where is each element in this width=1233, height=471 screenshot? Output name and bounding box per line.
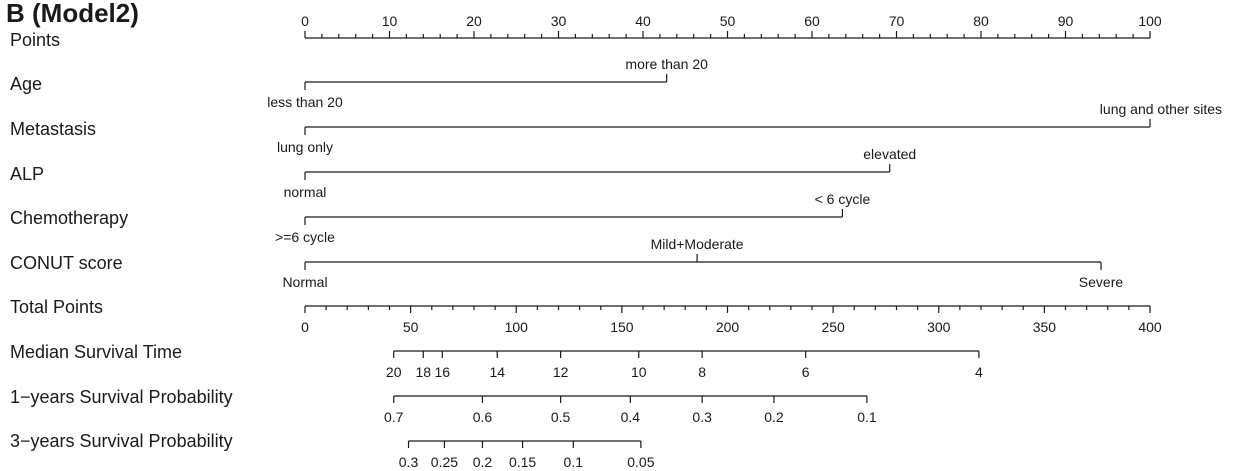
variable-chemotherapy: Chemotherapy >=6 cycle < 6 cycle <box>10 191 870 245</box>
variable-metastasis: Metastasis lung only lung and other sites <box>10 101 1222 155</box>
outcome-tick-label: 0.6 <box>473 409 493 425</box>
outcome-tick-label: 14 <box>489 364 505 380</box>
outcome-scale-1: 1−years Survival Probability 0.7 0.6 0.5 0.4… <box>10 387 877 425</box>
outcome-tick-label: 8 <box>698 364 706 380</box>
total-points-tick-label: 150 <box>610 319 634 335</box>
row-label-variable: Age <box>10 74 42 94</box>
variable-conut-score: CONUT score Normal Mild+Moderate Severe <box>10 236 1123 290</box>
row-label-total-points: Total Points <box>10 297 103 317</box>
points-tick-label: 60 <box>804 13 820 29</box>
level-label: lung and other sites <box>1100 101 1222 117</box>
points-tick-label: 100 <box>1138 13 1162 29</box>
points-tick-label: 80 <box>973 13 989 29</box>
outcome-tick-label: 0.5 <box>551 409 571 425</box>
outcome-tick-label: 4 <box>975 364 983 380</box>
outcome-tick-label: 10 <box>631 364 647 380</box>
variable-alp: ALP normal elevated <box>10 146 916 200</box>
total-points-tick-label: 400 <box>1138 319 1162 335</box>
level-label: elevated <box>863 146 916 162</box>
outcome-tick-label: 0.2 <box>473 454 493 470</box>
total-points-tick-label: 50 <box>403 319 419 335</box>
outcome-tick-label: 20 <box>386 364 402 380</box>
level-label: Normal <box>282 274 327 290</box>
level-label: < 6 cycle <box>815 191 871 207</box>
level-label: >=6 cycle <box>275 229 335 245</box>
points-tick-label: 20 <box>466 13 482 29</box>
points-tick-label: 30 <box>551 13 567 29</box>
outcome-tick-label: 0.1 <box>564 454 584 470</box>
row-label-variable: CONUT score <box>10 253 123 273</box>
row-label-variable: Metastasis <box>10 119 96 139</box>
total-points-tick-label: 100 <box>505 319 529 335</box>
total-points-tick-label: 200 <box>716 319 740 335</box>
total-points-tick-label: 250 <box>821 319 845 335</box>
chart-title: B (Model2) <box>6 0 139 28</box>
outcome-tick-label: 6 <box>802 364 810 380</box>
points-tick-label: 70 <box>889 13 905 29</box>
outcome-tick-label: 12 <box>553 364 569 380</box>
outcome-tick-label: 0.4 <box>621 409 641 425</box>
level-label: normal <box>284 184 327 200</box>
row-label-variable: Chemotherapy <box>10 208 128 228</box>
points-tick-label: 40 <box>635 13 651 29</box>
outcome-tick-label: 0.7 <box>384 409 404 425</box>
points-tick-label: 90 <box>1058 13 1074 29</box>
level-label: Severe <box>1079 274 1124 290</box>
points-scale: Points 0 10 20 30 40 50 60 70 80 90 100 <box>10 13 1162 50</box>
outcome-tick-label: 0.3 <box>399 454 419 470</box>
level-label: lung only <box>277 139 333 155</box>
outcome-tick-label: 0.05 <box>627 454 654 470</box>
points-tick-label: 50 <box>720 13 736 29</box>
row-label-variable: ALP <box>10 164 44 184</box>
total-points-tick-label: 300 <box>927 319 951 335</box>
row-label-points: Points <box>10 30 60 50</box>
level-label: more than 20 <box>625 56 708 72</box>
row-label-outcome: Median Survival Time <box>10 342 182 362</box>
total-points-tick-label: 0 <box>301 319 309 335</box>
variable-age: Age less than 20 more than 20 <box>10 56 708 110</box>
points-tick-label: 0 <box>301 13 309 29</box>
outcome-tick-label: 0.25 <box>431 454 458 470</box>
points-tick-label: 10 <box>382 13 398 29</box>
outcome-scale-2: 3−years Survival Probability 0.3 0.25 0.2 0.… <box>10 431 655 470</box>
outcome-tick-label: 0.3 <box>692 409 712 425</box>
outcome-tick-label: 16 <box>435 364 451 380</box>
level-label: Mild+Moderate <box>651 236 744 252</box>
row-label-outcome: 3−years Survival Probability <box>10 431 233 451</box>
total-points-tick-label: 350 <box>1033 319 1057 335</box>
level-label: less than 20 <box>267 94 343 110</box>
outcome-scale-0: Median Survival Time 20 18 16 14 12 10 8 6 4 <box>10 342 983 380</box>
outcome-tick-label: 18 <box>416 364 432 380</box>
outcome-tick-label: 0.2 <box>764 409 784 425</box>
outcome-tick-label: 0.15 <box>509 454 536 470</box>
row-label-outcome: 1−years Survival Probability <box>10 387 233 407</box>
total-points-scale: Total Points 0 50 100 150 200 250 300 350 400 <box>10 297 1162 335</box>
outcome-tick-label: 0.1 <box>857 409 877 425</box>
